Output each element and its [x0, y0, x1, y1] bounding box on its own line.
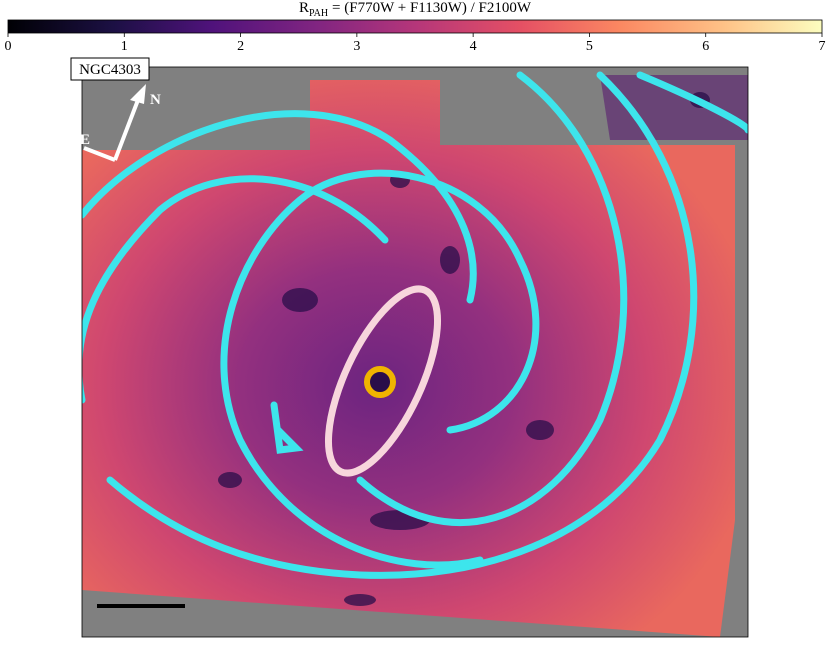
- ratio-map-patch: [600, 75, 748, 140]
- colorbar-tick-label: 2: [237, 39, 244, 54]
- colorbar-label: RPAH = (F770W + F1130W) / F2100W: [299, 0, 532, 19]
- ratio-map: [82, 80, 735, 637]
- scale-bar: [97, 604, 185, 608]
- image-frame: [81, 66, 749, 638]
- compass: [83, 84, 146, 162]
- colorbar-tick-label: 7: [819, 39, 826, 54]
- colorbar-tick-label: 4: [470, 39, 477, 54]
- colorbar: [7, 19, 823, 34]
- label-expression: = (F770W + F1130W) / F2100W: [332, 0, 532, 16]
- label-symbol: R: [299, 0, 309, 16]
- colorbar-tick-label: 1: [121, 39, 128, 54]
- image: [82, 67, 748, 637]
- label-box: [70, 57, 150, 81]
- nuclear-ring: [364, 366, 396, 398]
- colorbar-tick-label: 5: [586, 39, 593, 54]
- label-subscript: PAH: [309, 8, 328, 19]
- compass-north: N: [150, 92, 161, 108]
- compass-east: E: [80, 132, 90, 148]
- colorbar-tick-label: 0: [5, 39, 12, 54]
- spiral-arms: [82, 71, 748, 579]
- colorbar-tick-label: 6: [702, 39, 709, 54]
- bar-ellipse: [324, 285, 442, 477]
- colorbar-ticks: 0 1 2 3 4 5 6 7: [5, 33, 826, 54]
- colorbar-tick-label: 3: [353, 39, 360, 54]
- galaxy-name: NGC4303: [79, 62, 141, 78]
